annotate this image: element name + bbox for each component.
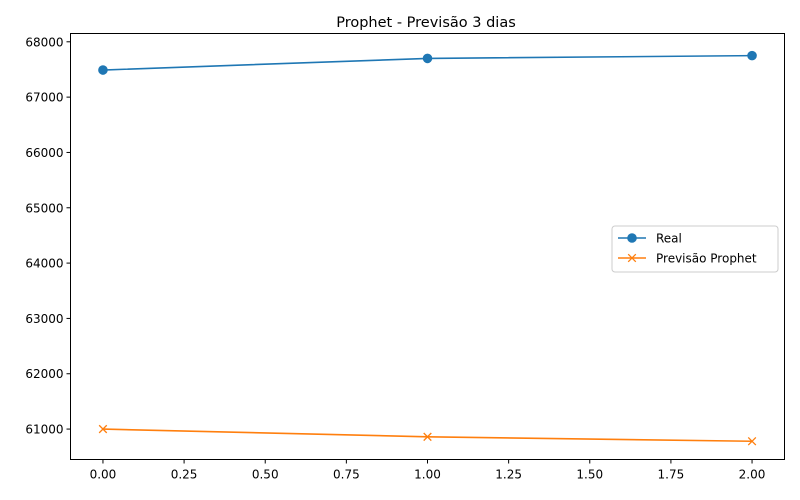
plot-area: 0.00 0.25 0.50 0.75 1.00 1.25 1.50 1.75 2.00 6100… <box>25 35 765 481</box>
data-point <box>98 65 108 75</box>
y-tick-label: 68000 <box>25 35 63 49</box>
x-tick-label: 1.75 <box>658 468 685 482</box>
y-tick-label: 63000 <box>25 312 63 326</box>
x-tick-label: 1.00 <box>414 468 441 482</box>
x-tick-label: 0.75 <box>333 468 360 482</box>
data-point <box>422 53 433 64</box>
legend-label: Real <box>656 232 682 246</box>
data-point <box>423 432 432 442</box>
x-tick-label: 1.50 <box>576 468 603 482</box>
data-point <box>747 436 757 446</box>
x-tick-label: 0.00 <box>90 468 117 482</box>
y-tick-label: 66000 <box>25 146 63 160</box>
y-tick-label: 65000 <box>25 201 63 215</box>
legend-box <box>611 225 779 273</box>
legend-marker <box>627 253 637 263</box>
y-tick-label: 67000 <box>25 91 63 105</box>
legend: Real Previsão Prophet <box>611 225 779 273</box>
y-tick-label: 62000 <box>25 367 63 381</box>
plot-frame <box>70 33 785 460</box>
y-tick-label: 61000 <box>25 423 63 437</box>
x-tick-label: 2.00 <box>739 468 766 482</box>
x-tick-label: 0.25 <box>171 468 198 482</box>
data-point <box>98 424 108 434</box>
legend-marker <box>627 233 637 243</box>
chart-title: Prophet - Previsão 3 dias <box>336 15 516 31</box>
x-tick-label: 0.50 <box>252 468 279 482</box>
series-line <box>102 428 753 443</box>
x-tick-label: 1.25 <box>495 468 522 482</box>
data-point <box>747 50 757 61</box>
y-tick-label: 64000 <box>25 257 63 271</box>
legend-label: Previsão Prophet <box>656 252 757 266</box>
